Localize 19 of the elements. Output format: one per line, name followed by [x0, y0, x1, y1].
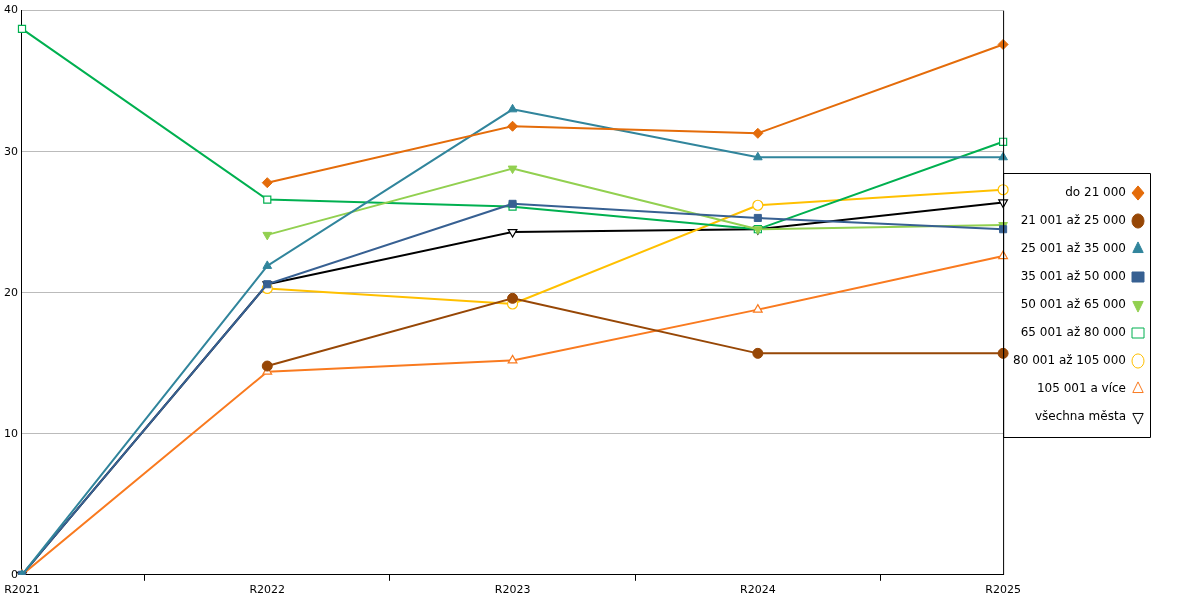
- x-tick-label: R2022: [249, 583, 286, 597]
- y-tick-label: 10: [4, 426, 18, 440]
- legend-label: všechna města: [1034, 409, 1126, 424]
- legend-label: do 21 000: [1065, 185, 1126, 200]
- x-tick-label: R2023: [494, 583, 531, 597]
- legend-label: 35 001 až 50 000: [1020, 269, 1126, 284]
- x-tick-label: R2025: [985, 583, 1021, 597]
- y-tick-label: 30: [4, 144, 18, 158]
- legend-label: 80 001 až 105 000: [1013, 353, 1126, 368]
- y-tick-label: 20: [4, 285, 18, 299]
- legend-label: 65 001 až 80 000: [1020, 325, 1126, 340]
- y-tick-label: 0: [11, 567, 18, 581]
- x-tick-label: R2024: [740, 583, 776, 597]
- legend-label: 105 001 a více: [1036, 381, 1126, 396]
- legend-label: 50 001 až 65 000: [1020, 297, 1126, 312]
- legend-label: 21 001 až 25 000: [1020, 213, 1126, 228]
- y-tick-label: 40: [4, 3, 18, 17]
- x-tick-label: R2021: [4, 583, 40, 597]
- legend-label: 25 001 až 35 000: [1020, 241, 1126, 256]
